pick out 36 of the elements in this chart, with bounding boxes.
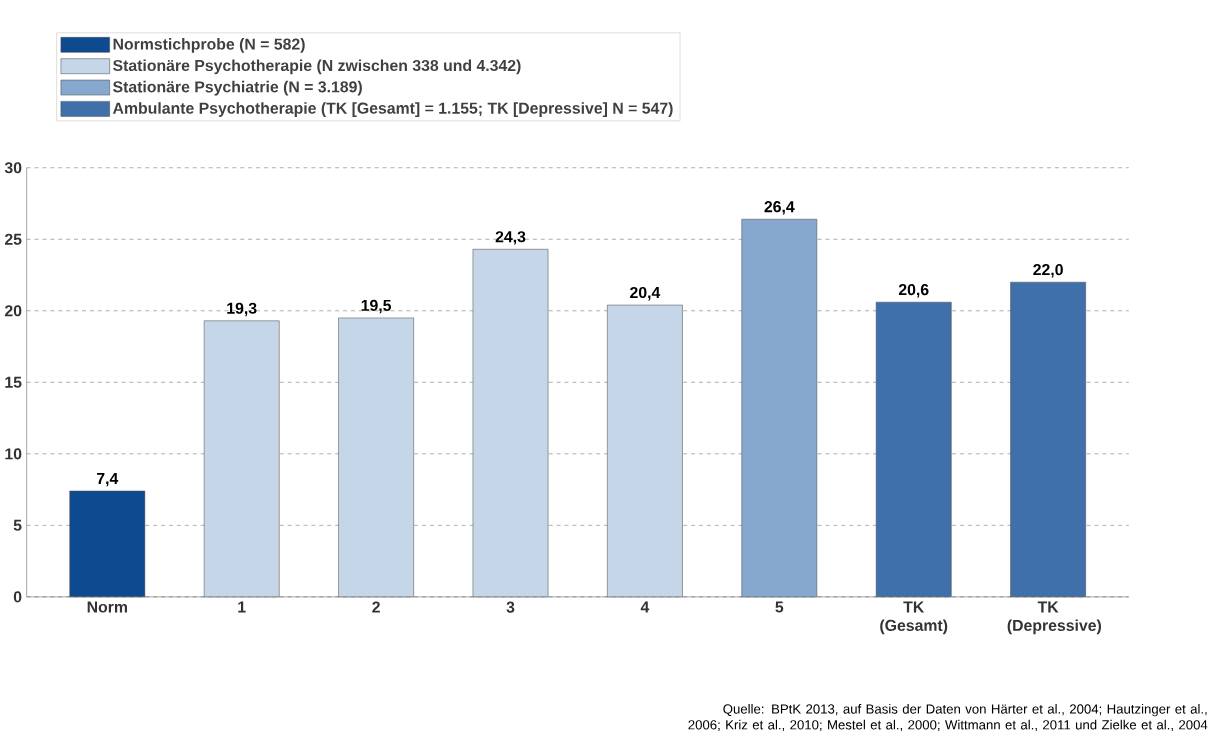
legend-label: Normstichprobe (N = 582) (113, 38, 305, 54)
data-label: 22,0 (1033, 264, 1063, 278)
data-label: 20,6 (898, 284, 929, 298)
x-tick-label: TK (Depressive) (1007, 601, 1102, 635)
x-tick-label: 3 (506, 601, 515, 613)
x-tick-label: 2 (372, 601, 380, 613)
y-tick-label: 30 (4, 162, 22, 174)
bar (338, 317, 414, 598)
y-tick-label: 5 (13, 520, 22, 532)
bar (472, 249, 549, 598)
legend-label: Ambulante Psychotherapie (TK [Gesamt] = 1.155; TK [Depressive] N = 547) (112, 102, 673, 118)
y-tick-label: 15 (5, 376, 22, 389)
legend-label: Stationäre Psychiatrie (N = 3.189) (113, 81, 362, 96)
x-tick-label: 5 (775, 601, 784, 613)
data-label: 19,3 (227, 302, 257, 317)
x-tick-label: 1 (238, 601, 246, 613)
y-tick-label: 20 (4, 305, 22, 317)
bar (741, 219, 818, 598)
data-label: 26,4 (764, 201, 795, 215)
source-note: Quelle: BPtK 2013, auf Basis der Daten von Härter et al., 2004; Hautzinger et al., 2006; Kriz et al., 2010; Mestel et al., 2000; Wittmann et al., 2011 und Zielke et al., 2004 (688, 704, 1208, 732)
x-tick-label: TK (Gesamt) (880, 601, 948, 635)
legend-label: Stationäre Psychotherapie (N zwischen 338 und 4.342) (113, 59, 521, 75)
bar (875, 302, 952, 598)
data-label: 7,4 (96, 473, 119, 487)
y-tick-label: 25 (4, 233, 22, 246)
x-tick-label: 4 (640, 601, 650, 613)
y-tick-label: 10 (5, 448, 22, 460)
data-label: 20,4 (630, 287, 661, 301)
y-tick-label: 0 (13, 591, 22, 603)
bar (203, 320, 280, 598)
bar (1010, 282, 1086, 598)
x-tick-label: Norm (87, 601, 127, 613)
bar (607, 304, 683, 598)
bar (69, 490, 146, 598)
data-label: 24,3 (495, 231, 526, 245)
data-label: 19,5 (361, 299, 392, 314)
